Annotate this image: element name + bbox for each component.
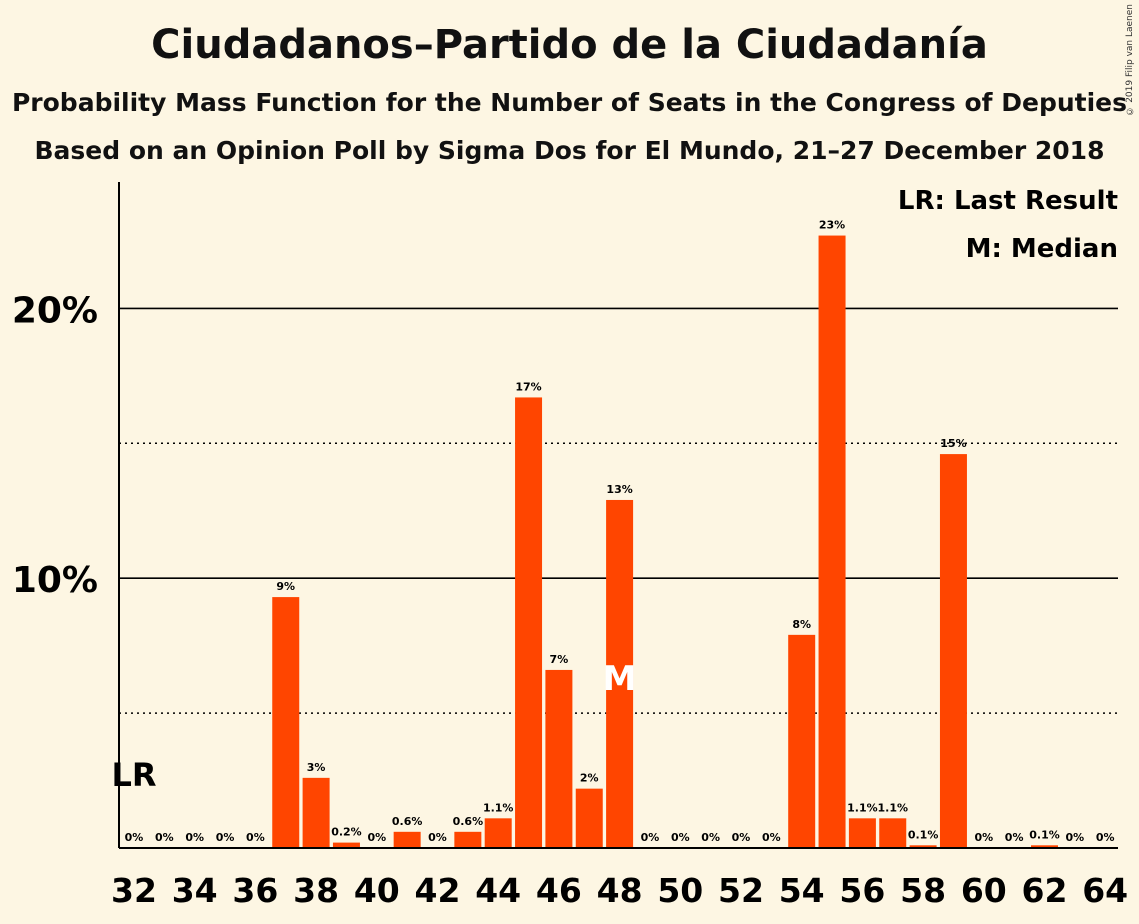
bar bbox=[606, 499, 634, 848]
value-label: 1.1% bbox=[877, 801, 908, 814]
value-label: 8% bbox=[792, 618, 811, 631]
value-label: 0% bbox=[641, 831, 660, 844]
bar bbox=[454, 831, 482, 848]
value-label: 0.1% bbox=[908, 828, 939, 841]
bar bbox=[818, 235, 846, 848]
axes: 10% 20% 32 34 36 38 40 42 44 46 48 50 52 54 56 58 60 62 64 bbox=[12, 182, 1128, 910]
median-marker: M bbox=[603, 659, 637, 699]
bar bbox=[515, 397, 543, 848]
value-label: 0% bbox=[367, 831, 386, 844]
value-label: 0.6% bbox=[392, 815, 423, 828]
x-tick-label: 40 bbox=[354, 871, 400, 910]
bar bbox=[939, 454, 967, 848]
x-tick-label: 60 bbox=[961, 871, 1007, 910]
bar bbox=[848, 818, 876, 848]
bar bbox=[909, 845, 937, 848]
x-tick-label: 44 bbox=[475, 871, 521, 910]
x-tick-label: 50 bbox=[657, 871, 703, 910]
value-label: 0% bbox=[155, 831, 174, 844]
x-tick-label: 42 bbox=[415, 871, 461, 910]
value-label: 0% bbox=[185, 831, 204, 844]
x-tick-label: 48 bbox=[597, 871, 643, 910]
value-label: 0% bbox=[974, 831, 993, 844]
value-label: 2% bbox=[580, 772, 599, 785]
x-tick-label: 36 bbox=[232, 871, 278, 910]
value-label: 1.1% bbox=[847, 801, 878, 814]
value-label: 0% bbox=[701, 831, 720, 844]
value-label: 0% bbox=[732, 831, 751, 844]
x-tick-label: 34 bbox=[172, 871, 218, 910]
value-label: 0% bbox=[246, 831, 265, 844]
value-label: 15% bbox=[940, 437, 966, 450]
value-label: 1.1% bbox=[483, 801, 514, 814]
x-tick-label: 38 bbox=[293, 871, 339, 910]
x-tick-label: 64 bbox=[1082, 871, 1128, 910]
chart-title: Ciudadanos–Partido de la Ciudadanía bbox=[151, 22, 988, 68]
value-label: 7% bbox=[550, 653, 569, 666]
legend-median: M: Median bbox=[966, 234, 1118, 264]
value-label: 0% bbox=[428, 831, 447, 844]
value-label: 23% bbox=[819, 219, 845, 232]
x-tick-label: 46 bbox=[536, 871, 582, 910]
value-label: 0% bbox=[671, 831, 690, 844]
value-label: 0% bbox=[216, 831, 235, 844]
value-label: 0% bbox=[762, 831, 781, 844]
y-tick-label: 10% bbox=[12, 560, 98, 601]
value-label: 13% bbox=[606, 483, 632, 496]
x-tick-label: 56 bbox=[839, 871, 885, 910]
x-tick-label: 52 bbox=[718, 871, 764, 910]
value-label: 0% bbox=[1066, 831, 1085, 844]
bar bbox=[879, 818, 907, 848]
x-tick-label: 58 bbox=[900, 871, 946, 910]
bar bbox=[332, 842, 360, 848]
value-label: 0% bbox=[1005, 831, 1024, 844]
value-label: 0.1% bbox=[1029, 828, 1060, 841]
x-tick-label: 32 bbox=[111, 871, 157, 910]
bar bbox=[788, 634, 816, 848]
value-label: 0% bbox=[1096, 831, 1115, 844]
value-label: 17% bbox=[515, 380, 541, 393]
value-label: 0.2% bbox=[331, 826, 362, 839]
bar bbox=[272, 597, 300, 848]
bar bbox=[393, 831, 421, 848]
chart-source-note: Based on an Opinion Poll by Sigma Dos fo… bbox=[34, 136, 1105, 165]
bar bbox=[1031, 845, 1058, 848]
x-tick-label: 54 bbox=[779, 871, 825, 910]
value-label: 0% bbox=[125, 831, 144, 844]
bar bbox=[575, 788, 603, 848]
x-tick-label: 62 bbox=[1022, 871, 1068, 910]
value-label: 9% bbox=[276, 580, 295, 593]
bar bbox=[545, 669, 573, 848]
value-label: 0.6% bbox=[453, 815, 484, 828]
legend-last-result: LR: Last Result bbox=[898, 186, 1118, 216]
y-tick-label: 20% bbox=[12, 290, 98, 331]
bar bbox=[484, 818, 512, 848]
bars bbox=[272, 235, 1058, 848]
chart-subtitle: Probability Mass Function for the Number… bbox=[11, 88, 1128, 117]
value-label: 3% bbox=[307, 761, 326, 774]
bar bbox=[302, 777, 330, 848]
